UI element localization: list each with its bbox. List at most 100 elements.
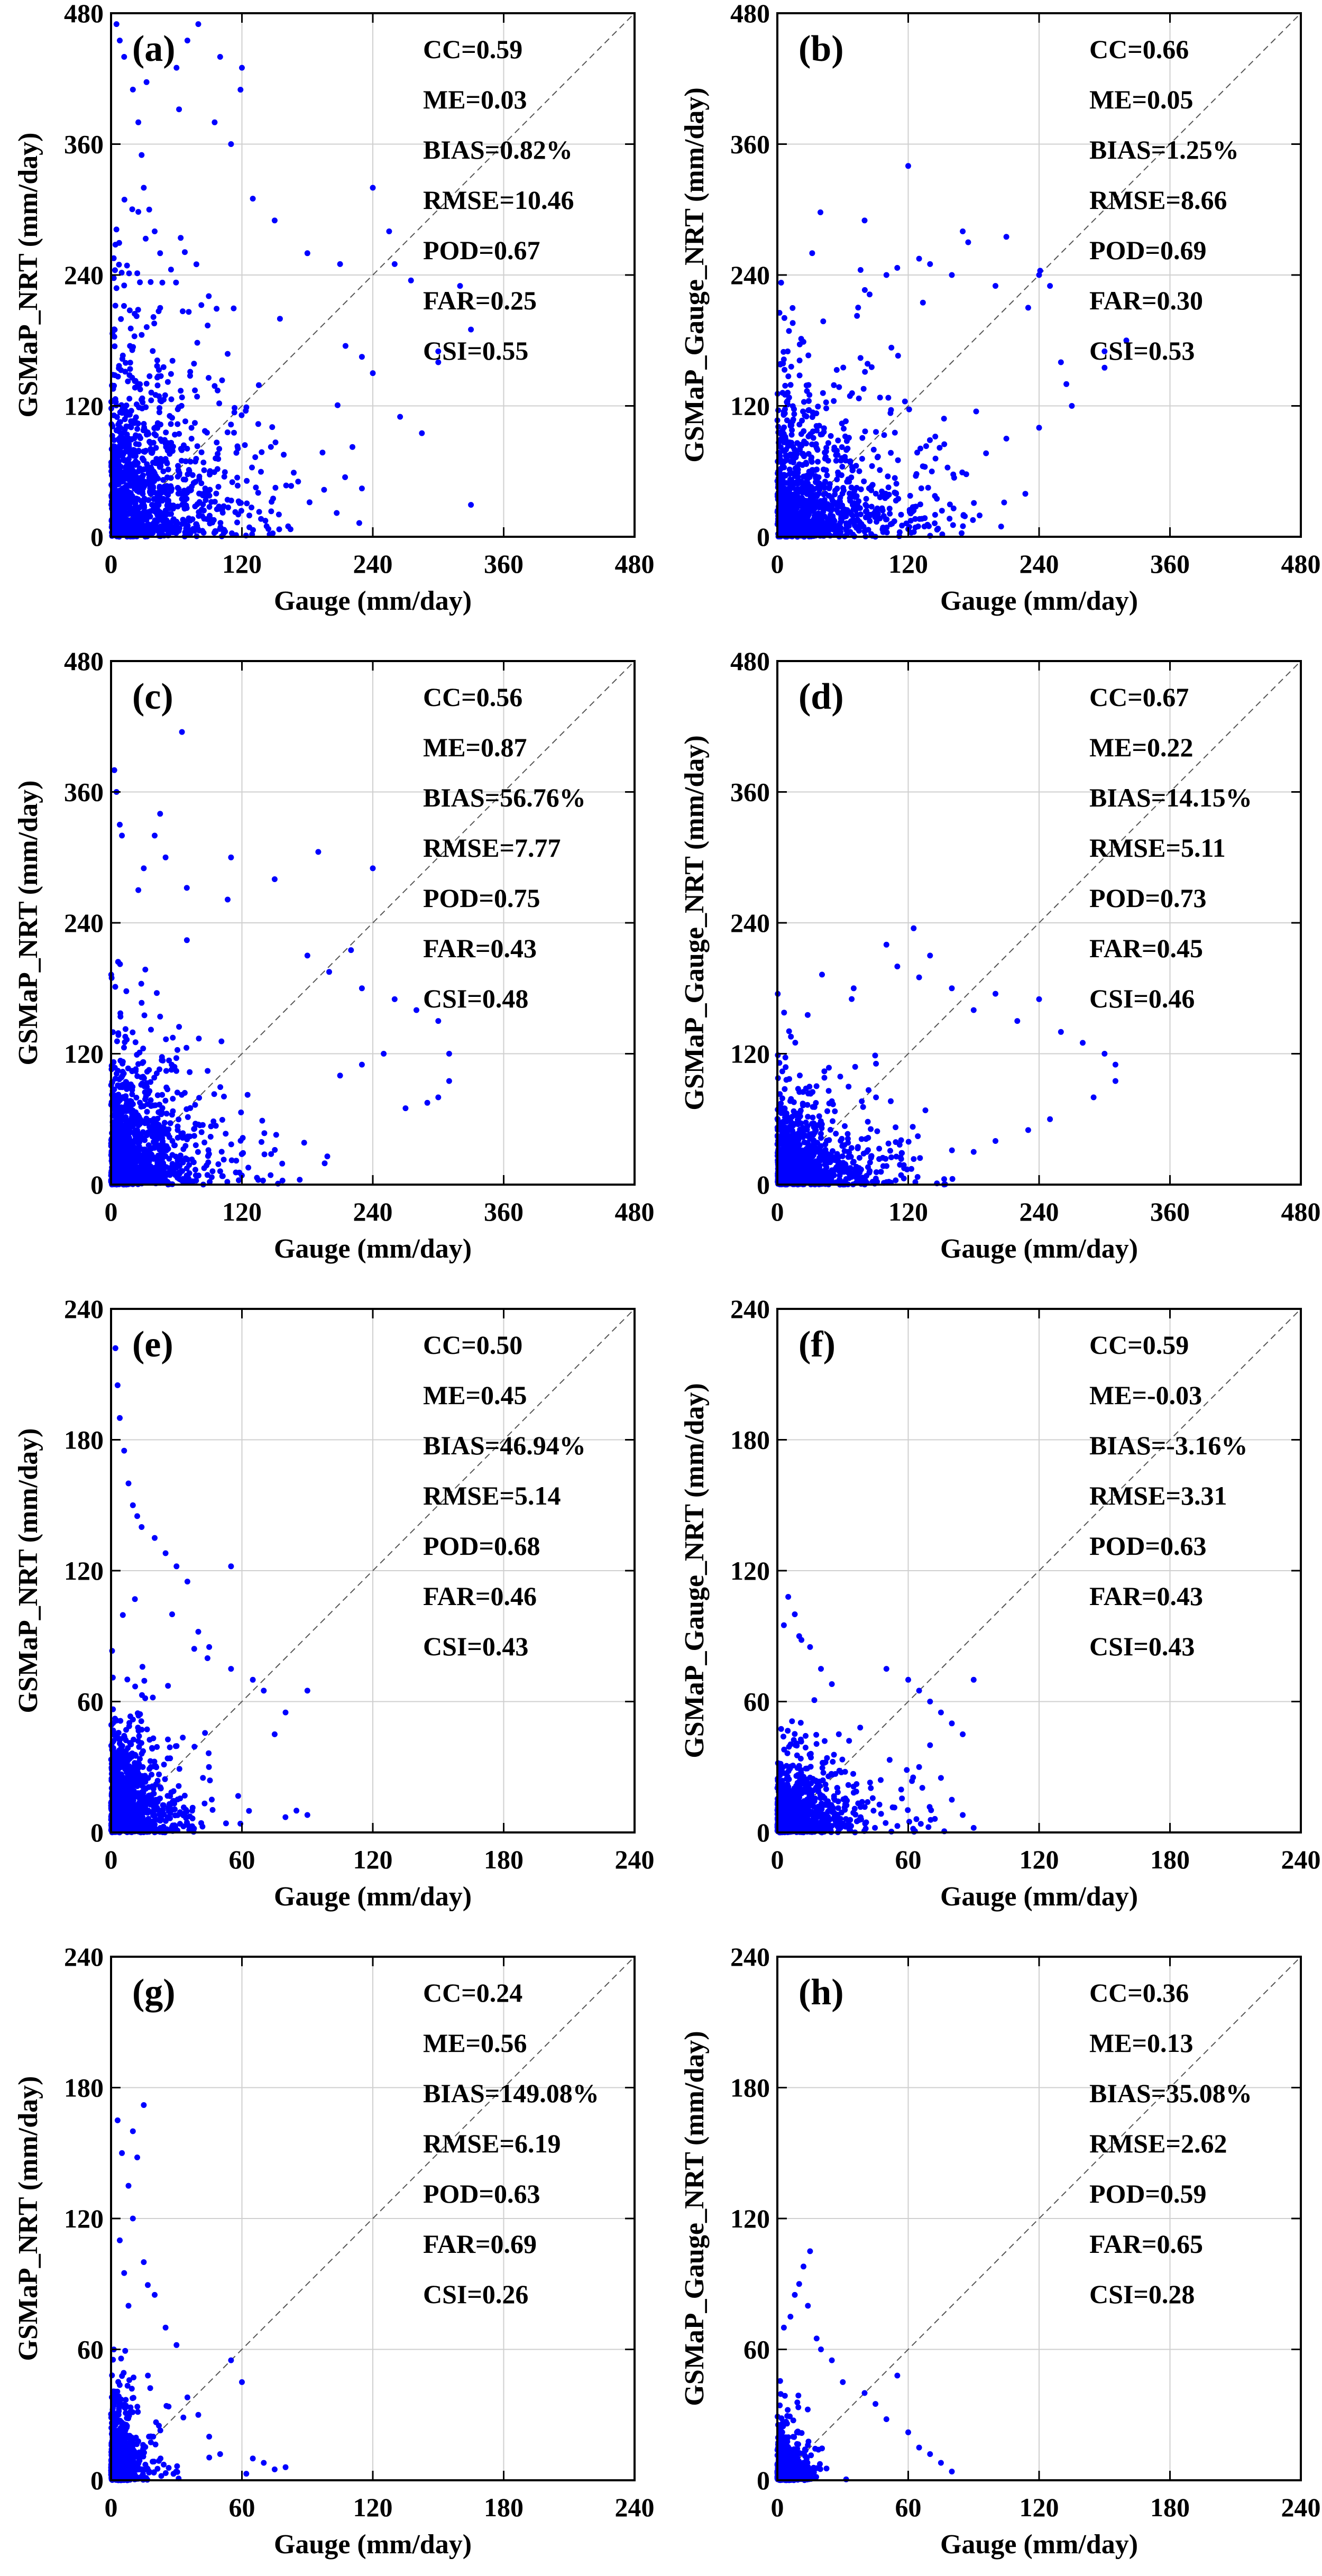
data-point <box>816 1113 822 1120</box>
data-point <box>787 451 794 457</box>
data-point <box>947 516 953 522</box>
data-point <box>273 1132 279 1138</box>
data-point <box>221 473 227 480</box>
data-point <box>804 1177 810 1183</box>
data-point <box>873 1094 879 1101</box>
y-axis-label: GSMaP_Gauge_NRT (mm/day) <box>680 735 710 1110</box>
data-point <box>256 509 262 515</box>
data-point <box>141 1012 148 1019</box>
data-point <box>127 452 133 457</box>
y-tick-label: 480 <box>730 646 770 676</box>
data-point <box>959 530 965 536</box>
data-point <box>874 519 880 525</box>
data-point <box>435 1094 442 1101</box>
data-point <box>147 485 153 491</box>
data-point <box>883 272 889 278</box>
data-point <box>142 1096 148 1103</box>
data-point <box>153 1139 159 1145</box>
data-point <box>786 328 792 334</box>
data-point <box>785 512 792 519</box>
data-point <box>862 428 868 435</box>
data-point <box>888 1154 894 1160</box>
data-point <box>187 1069 193 1075</box>
data-point <box>125 1065 131 1071</box>
data-point <box>182 476 188 483</box>
data-point <box>857 505 863 511</box>
y-tick-label: 0 <box>757 1170 770 1199</box>
data-point <box>126 1108 132 1114</box>
data-point <box>873 1169 879 1175</box>
data-point <box>111 412 117 418</box>
data-point <box>782 485 788 492</box>
data-point <box>261 1130 268 1136</box>
data-point <box>158 523 164 529</box>
data-point <box>116 464 122 470</box>
data-point <box>233 1158 240 1164</box>
data-point <box>884 529 890 536</box>
data-point <box>804 1123 811 1129</box>
data-point <box>170 502 177 509</box>
stat-annotation: FAR=0.43 <box>423 933 537 963</box>
data-point <box>821 429 827 435</box>
data-point <box>875 511 881 517</box>
data-point <box>321 487 327 493</box>
data-point <box>971 500 977 506</box>
data-point <box>219 377 225 383</box>
data-point <box>126 396 133 402</box>
data-point <box>784 399 790 405</box>
stat-annotation: FAR=0.30 <box>1089 286 1203 315</box>
data-point <box>337 261 343 267</box>
data-point <box>120 507 126 513</box>
stat-annotation: ME=0.22 <box>1089 732 1194 762</box>
data-point <box>875 454 881 460</box>
data-point <box>272 484 279 491</box>
data-point <box>272 439 279 445</box>
stat-annotation: RMSE=7.77 <box>423 833 561 863</box>
data-point <box>175 1123 181 1130</box>
data-point <box>397 414 403 420</box>
data-point <box>788 422 795 428</box>
stat-annotation: CC=0.56 <box>423 682 522 712</box>
data-point <box>121 54 127 60</box>
data-point <box>208 499 215 505</box>
data-point <box>117 1158 123 1163</box>
data-point <box>970 1149 977 1155</box>
data-point <box>163 429 169 436</box>
data-point <box>120 1081 126 1088</box>
data-point <box>885 395 892 401</box>
data-point <box>821 497 828 503</box>
data-point <box>814 493 820 499</box>
data-point <box>789 516 796 522</box>
stat-annotation: POD=0.69 <box>1089 235 1207 265</box>
data-point <box>908 1166 914 1172</box>
data-point <box>126 423 133 429</box>
data-point <box>781 435 787 441</box>
data-point <box>136 484 142 490</box>
stat-annotation: CC=0.67 <box>1089 682 1189 712</box>
data-point <box>170 1034 176 1041</box>
data-point <box>221 1094 227 1099</box>
data-point <box>135 209 142 215</box>
data-point <box>879 526 886 533</box>
y-tick-label: 120 <box>730 1039 770 1069</box>
data-point <box>777 518 783 524</box>
data-point <box>142 1089 148 1095</box>
data-point <box>868 1154 874 1161</box>
data-point <box>1036 425 1042 431</box>
data-point <box>212 119 218 125</box>
data-point <box>179 1092 185 1098</box>
data-point <box>157 811 163 817</box>
data-point <box>160 468 167 474</box>
data-point <box>178 235 184 241</box>
data-point <box>198 480 205 487</box>
data-point <box>119 1106 125 1113</box>
data-point <box>205 1159 212 1166</box>
data-point <box>112 984 118 990</box>
data-point <box>435 1018 442 1024</box>
data-point <box>1123 337 1130 344</box>
data-point <box>1069 403 1075 409</box>
data-point <box>828 433 834 439</box>
data-point <box>124 1086 130 1092</box>
data-point <box>821 491 827 498</box>
data-point <box>783 1077 789 1083</box>
